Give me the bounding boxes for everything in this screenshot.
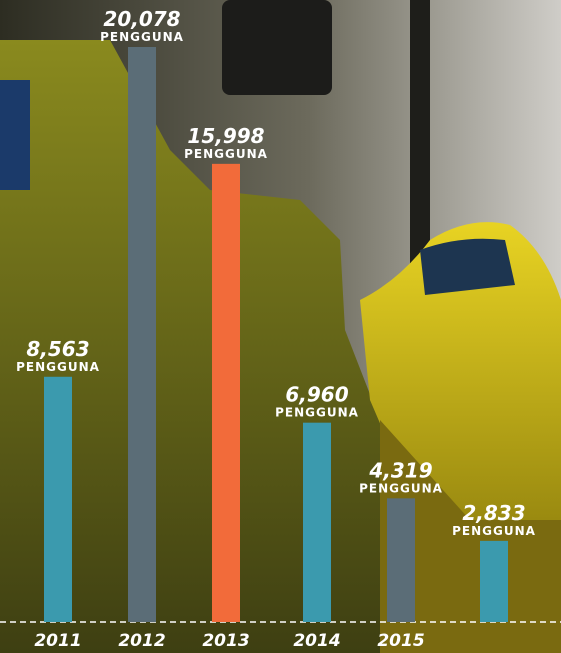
unit-label: PENGGUNA — [100, 30, 184, 44]
x-tick-label: 2012 — [118, 631, 165, 651]
x-tick-label: 2014 — [293, 631, 340, 651]
x-tick-label: 2015 — [377, 631, 424, 651]
value-label: 2,833 — [462, 501, 525, 525]
bar — [480, 540, 508, 622]
unit-label: PENGGUNA — [452, 524, 536, 538]
unit-label: PENGGUNA — [184, 147, 268, 161]
value-label: 4,319 — [368, 458, 432, 482]
value-label: 20,078 — [103, 7, 180, 31]
unit-label: PENGGUNA — [16, 360, 100, 374]
bar — [212, 163, 240, 623]
bar — [387, 498, 415, 622]
value-label: 15,998 — [187, 124, 264, 148]
bar — [128, 47, 156, 622]
bar — [44, 376, 72, 622]
value-label: 6,960 — [285, 383, 348, 407]
x-tick-label: 2013 — [202, 631, 249, 651]
bar — [303, 422, 331, 622]
unit-label: PENGGUNA — [275, 406, 359, 420]
x-tick-label: 2011 — [34, 631, 81, 651]
unit-label: PENGGUNA — [359, 481, 443, 495]
value-label: 8,563 — [26, 337, 89, 361]
